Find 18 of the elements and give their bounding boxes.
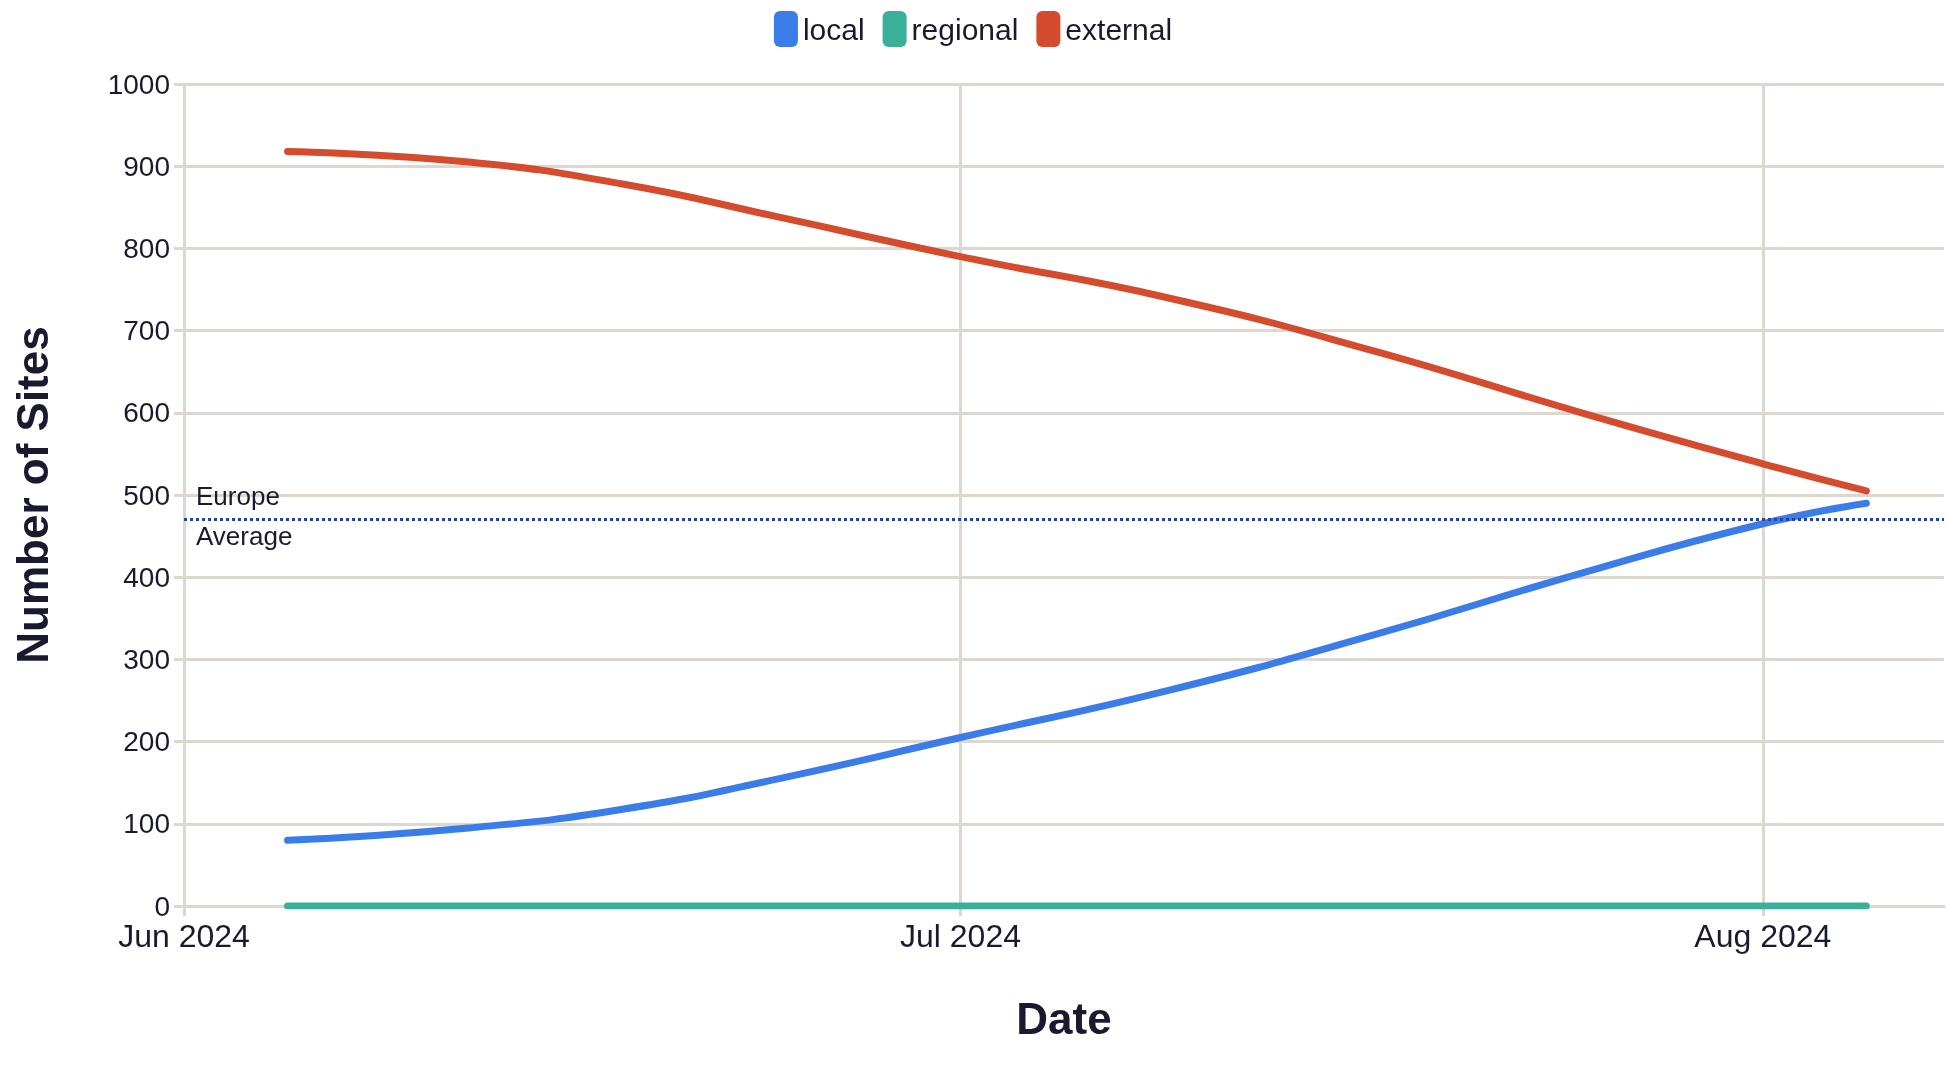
y-tick-label: 600 xyxy=(123,397,170,429)
legend-label: local xyxy=(802,12,865,46)
y-tick-label: 200 xyxy=(123,726,170,758)
legend-label: external xyxy=(1065,12,1173,46)
y-tick-label: 100 xyxy=(123,808,170,840)
ref-line-label: Europe Average xyxy=(196,480,293,551)
y-axis-title: Number of Sites xyxy=(7,326,57,664)
legend-label: regional xyxy=(911,12,1019,46)
y-tick-label: 900 xyxy=(123,150,170,182)
y-tick-label: 700 xyxy=(123,315,170,347)
y-tick-label: 500 xyxy=(123,479,170,511)
y-tick-label: 800 xyxy=(123,232,170,264)
y-tick-label: 1000 xyxy=(107,68,170,100)
x-tick-label: Aug 2024 xyxy=(1694,918,1832,954)
x-axis-title: Date xyxy=(1016,993,1112,1043)
x-tick-label: Jul 2024 xyxy=(899,918,1021,954)
y-tick-label: 300 xyxy=(123,643,170,675)
y-tick-label: 400 xyxy=(123,561,170,593)
